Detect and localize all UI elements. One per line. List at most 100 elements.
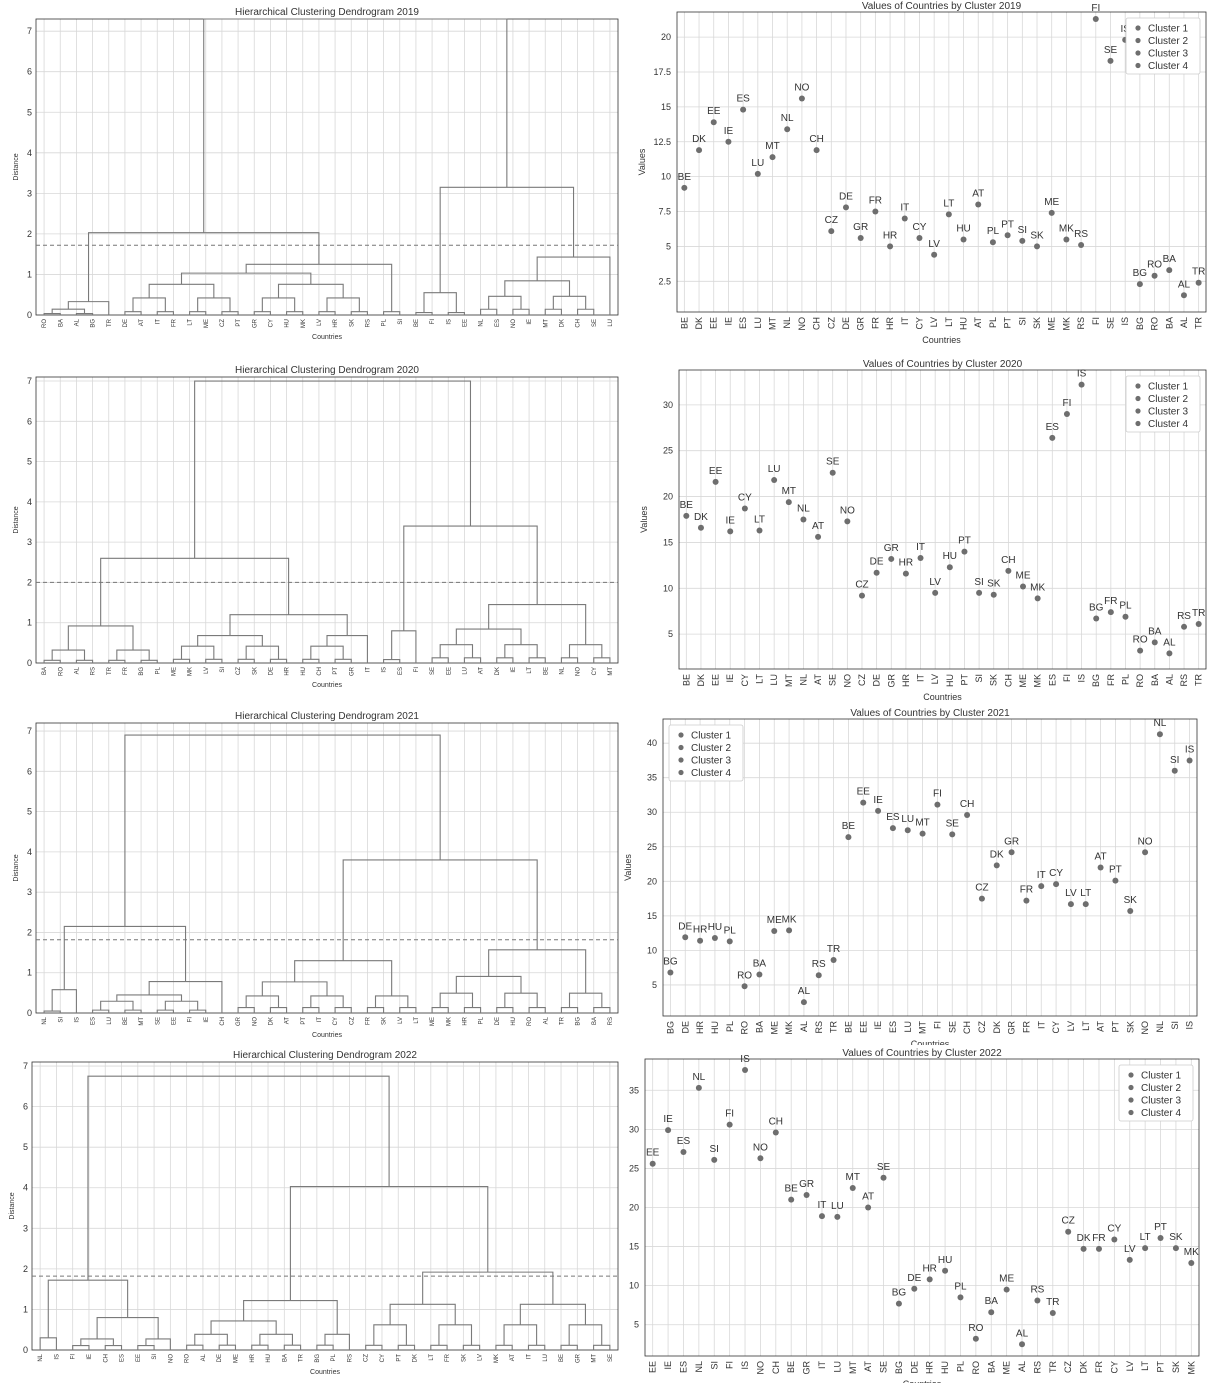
data-point [1063, 236, 1070, 243]
legend-label: Cluster 2 [1141, 1083, 1181, 1094]
leaf-label: SK [349, 319, 355, 327]
dendrogram-2020: Hierarchical Clustering Dendrogram 2020 0… [13, 365, 619, 689]
dendrogram-link [423, 292, 457, 313]
dendrogram-link [180, 645, 215, 660]
x-tick-label: HU [945, 674, 955, 687]
leaf-label: RO [185, 1354, 191, 1363]
dendrogram-link [389, 1303, 456, 1325]
data-point [1142, 1245, 1149, 1252]
data-point [1034, 595, 1041, 602]
legend-marker [1135, 25, 1141, 31]
point-label: FR [1104, 596, 1117, 607]
legend-marker [678, 732, 684, 738]
data-point [1019, 237, 1026, 244]
dendrogram-link [116, 649, 150, 661]
point-label: AL [798, 986, 811, 997]
y-tick-label: 1 [27, 269, 32, 279]
x-tick-label: GR [856, 316, 866, 330]
point-label: RO [1147, 260, 1162, 271]
data-point [772, 1129, 779, 1136]
dendrogram-link [253, 311, 271, 315]
x-tick-label: ES [1047, 674, 1057, 686]
x-tick-label: EE [709, 317, 719, 329]
y-tick-label: 20 [647, 876, 657, 886]
x-tick-label: SK [1171, 1361, 1181, 1373]
dendrogram-link [203, 18, 508, 233]
data-point [1122, 613, 1129, 620]
leaf-label: PL [479, 1016, 485, 1024]
point-label: RO [968, 1323, 983, 1334]
point-label: CY [913, 222, 927, 233]
dendrogram-link [87, 1075, 390, 1281]
data-point [711, 1156, 718, 1163]
y-tick-label: 5 [27, 807, 32, 817]
data-point [1034, 1297, 1041, 1304]
data-point [1048, 209, 1055, 216]
y-tick-label: 6 [27, 766, 32, 776]
point-label: IE [724, 126, 734, 137]
x-tick-label: SK [1125, 1021, 1135, 1033]
leaf-label: SE [430, 667, 436, 675]
x-tick-label: SE [828, 674, 838, 686]
x-tick-label: DE [872, 674, 882, 687]
point-label: DE [839, 191, 853, 202]
x-tick-label: LV [930, 674, 940, 684]
point-label: NO [794, 83, 809, 94]
data-point [960, 236, 967, 243]
point-label: GR [799, 1179, 814, 1190]
point-label: AT [972, 189, 984, 200]
x-tick-label: FI [1091, 317, 1101, 325]
data-point [742, 1066, 749, 1073]
y-tick-label: 0 [27, 310, 32, 320]
plot-frame [35, 376, 619, 664]
leaf-label: RO [58, 667, 64, 676]
data-point [1063, 411, 1070, 418]
y-tick-label: 25 [629, 1163, 639, 1173]
leaf-label: BA [282, 1354, 288, 1362]
x-tick-label: NL [694, 1361, 704, 1373]
data-point [696, 147, 703, 154]
x-tick-label: GR [1007, 1020, 1017, 1034]
data-point [1142, 849, 1149, 856]
data-point [989, 239, 996, 246]
point-label: ME [1016, 570, 1031, 581]
point-label: HU [956, 223, 970, 234]
data-point [887, 243, 894, 250]
dendrogram-link [67, 625, 134, 651]
x-tick-label: CH [962, 1021, 972, 1034]
x-tick-label: IS [1120, 317, 1130, 326]
dendrogram-link [148, 981, 223, 1013]
y-tick-label: 2.5 [658, 276, 671, 286]
dendrogram-link [463, 1006, 482, 1013]
dendrogram-link [189, 311, 207, 315]
leaf-label: RO [42, 319, 48, 328]
point-label: FR [1020, 885, 1033, 896]
x-tick-label: DK [694, 317, 704, 330]
y-tick-label: 12.5 [653, 137, 671, 147]
x-tick-label: BA [986, 1361, 996, 1373]
leaf-label: HU [266, 1354, 272, 1363]
leaf-label: IE [511, 667, 517, 673]
y-tick-label: 5 [668, 629, 673, 639]
dendrogram-link [63, 925, 187, 990]
data-point [934, 801, 941, 808]
x-tick-label: HU [940, 1361, 950, 1374]
scatter-chart-2019: Values of Countries by Cluster 2019 2.5 5 7… [637, 1, 1207, 345]
point-label: LV [1065, 888, 1077, 899]
point-label: PT [1001, 219, 1014, 230]
point-label: GR [884, 543, 899, 554]
data-point [1151, 272, 1158, 279]
data-point [872, 208, 879, 215]
y-tick-label: 25 [647, 842, 657, 852]
data-point [813, 147, 820, 154]
x-tick-label: AL [1164, 674, 1174, 685]
legend-marker [1135, 50, 1141, 56]
point-label: LU [751, 158, 764, 169]
point-label: NO [753, 1142, 768, 1153]
y-tick-label: 15 [663, 537, 673, 547]
y-tick-label: 10 [647, 945, 657, 955]
x-tick-label: LV [1125, 1361, 1135, 1371]
data-point [756, 527, 763, 534]
dendrogram-link [430, 1344, 448, 1350]
data-point [667, 969, 674, 976]
